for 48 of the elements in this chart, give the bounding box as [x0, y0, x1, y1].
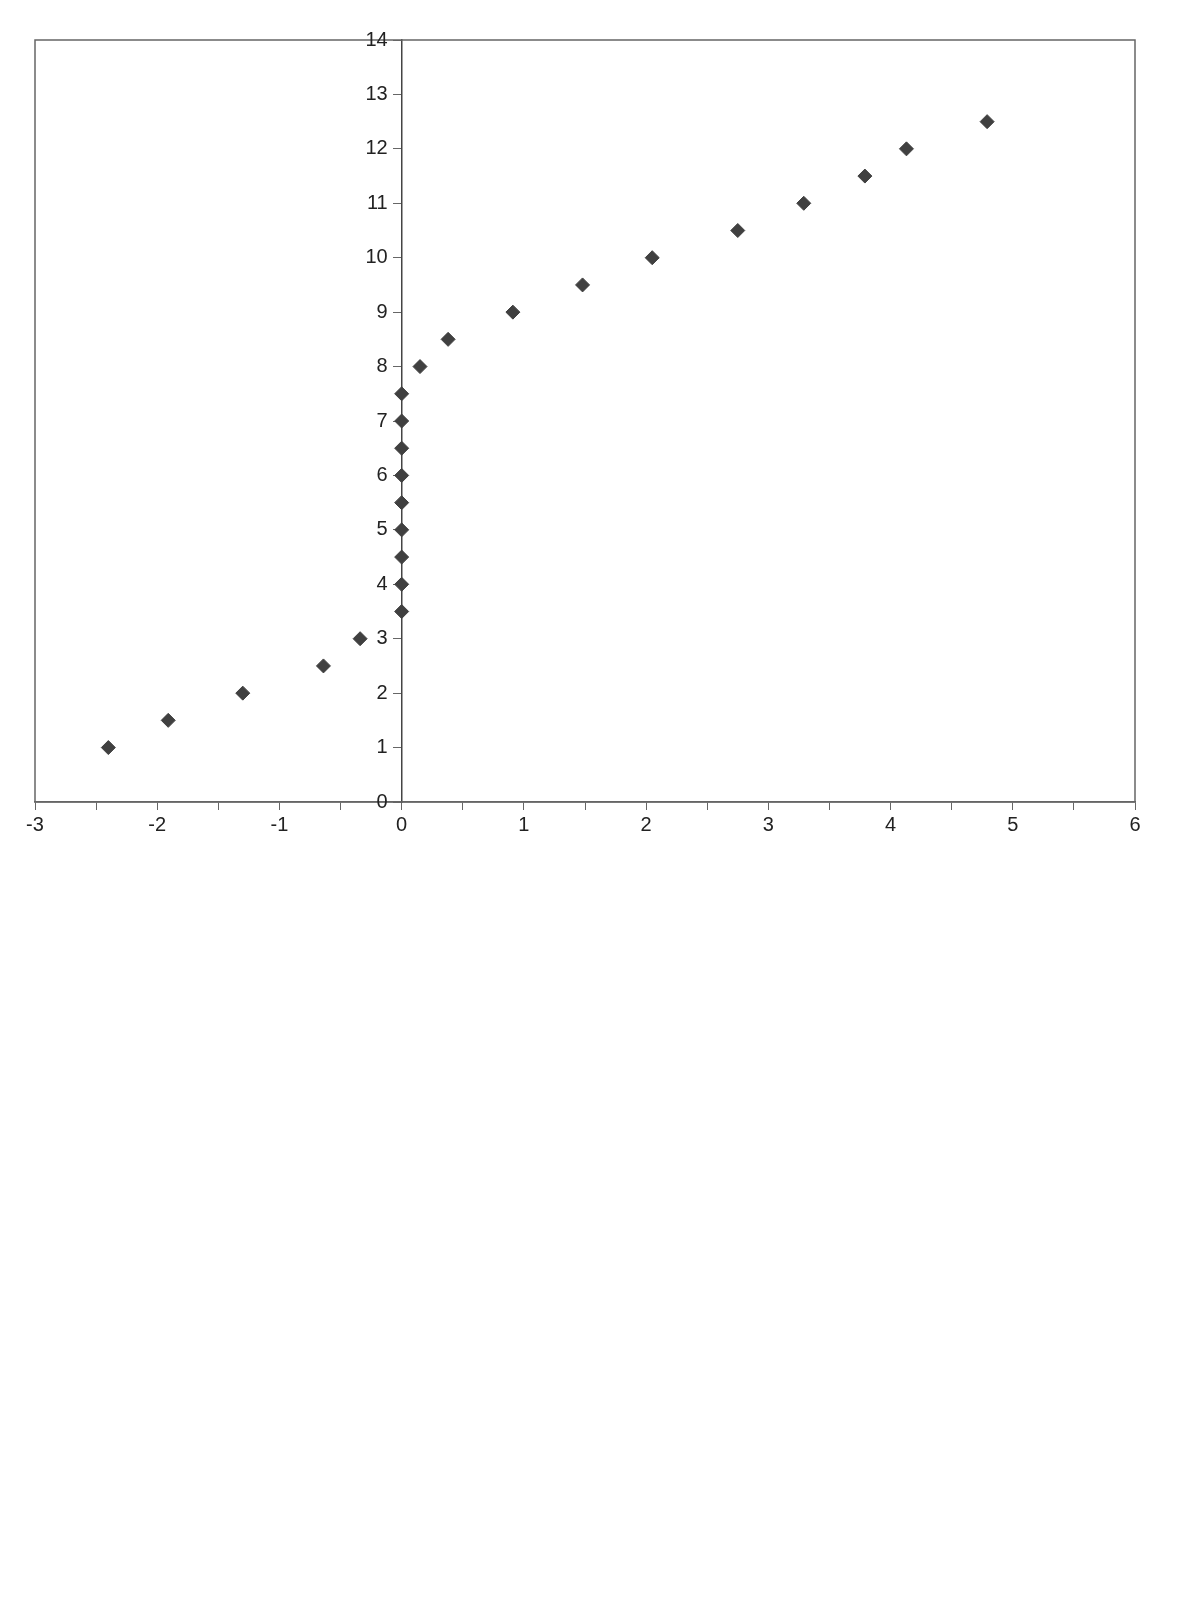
y-tick-label: 6 — [376, 462, 388, 485]
point — [394, 604, 410, 619]
y-tick-label: 4 — [376, 571, 388, 594]
x-tick-label: -1 — [270, 812, 289, 835]
point — [352, 631, 368, 647]
point — [235, 685, 251, 701]
point — [394, 549, 410, 565]
y-tick-label: 10 — [365, 245, 388, 268]
y-tick-label: 5 — [376, 517, 388, 540]
x-tick-label: -3 — [26, 812, 44, 835]
x-tick-label: 1 — [518, 812, 530, 835]
y-tick-label: 1 — [376, 735, 388, 758]
point — [315, 658, 331, 674]
y-tick-label: 2 — [376, 680, 388, 703]
y-tick-label: 14 — [365, 27, 388, 50]
point — [394, 495, 410, 511]
point — [898, 141, 914, 157]
point — [644, 250, 660, 266]
point — [394, 413, 410, 429]
x-tick-label: 0 — [396, 812, 408, 835]
point — [575, 277, 591, 293]
point — [505, 304, 521, 320]
point — [440, 331, 456, 347]
y-tick-label: 11 — [366, 190, 388, 213]
point — [394, 467, 410, 483]
x-tick-label: -2 — [148, 812, 167, 835]
y-tick-label: 7 — [376, 408, 388, 431]
point — [160, 712, 176, 728]
x-tick-label: 3 — [762, 812, 774, 835]
y-tick-label: 12 — [365, 136, 388, 159]
point — [394, 576, 410, 592]
y-tick-label: 8 — [376, 354, 388, 377]
y-tick-label: 9 — [376, 299, 388, 322]
point — [979, 114, 995, 130]
point — [730, 223, 746, 238]
y-tick-label: 13 — [365, 81, 388, 104]
point — [394, 386, 410, 402]
point — [857, 168, 873, 184]
y-tick-label: 3 — [376, 626, 388, 649]
point — [100, 740, 116, 756]
x-tick-label: 2 — [640, 812, 652, 835]
point — [796, 195, 812, 211]
point — [394, 440, 410, 456]
point — [412, 359, 428, 375]
x-tick-label: 4 — [884, 812, 897, 835]
point — [394, 522, 410, 538]
x-tick-label: 5 — [1007, 812, 1019, 835]
x-tick-label: 6 — [1129, 812, 1141, 835]
